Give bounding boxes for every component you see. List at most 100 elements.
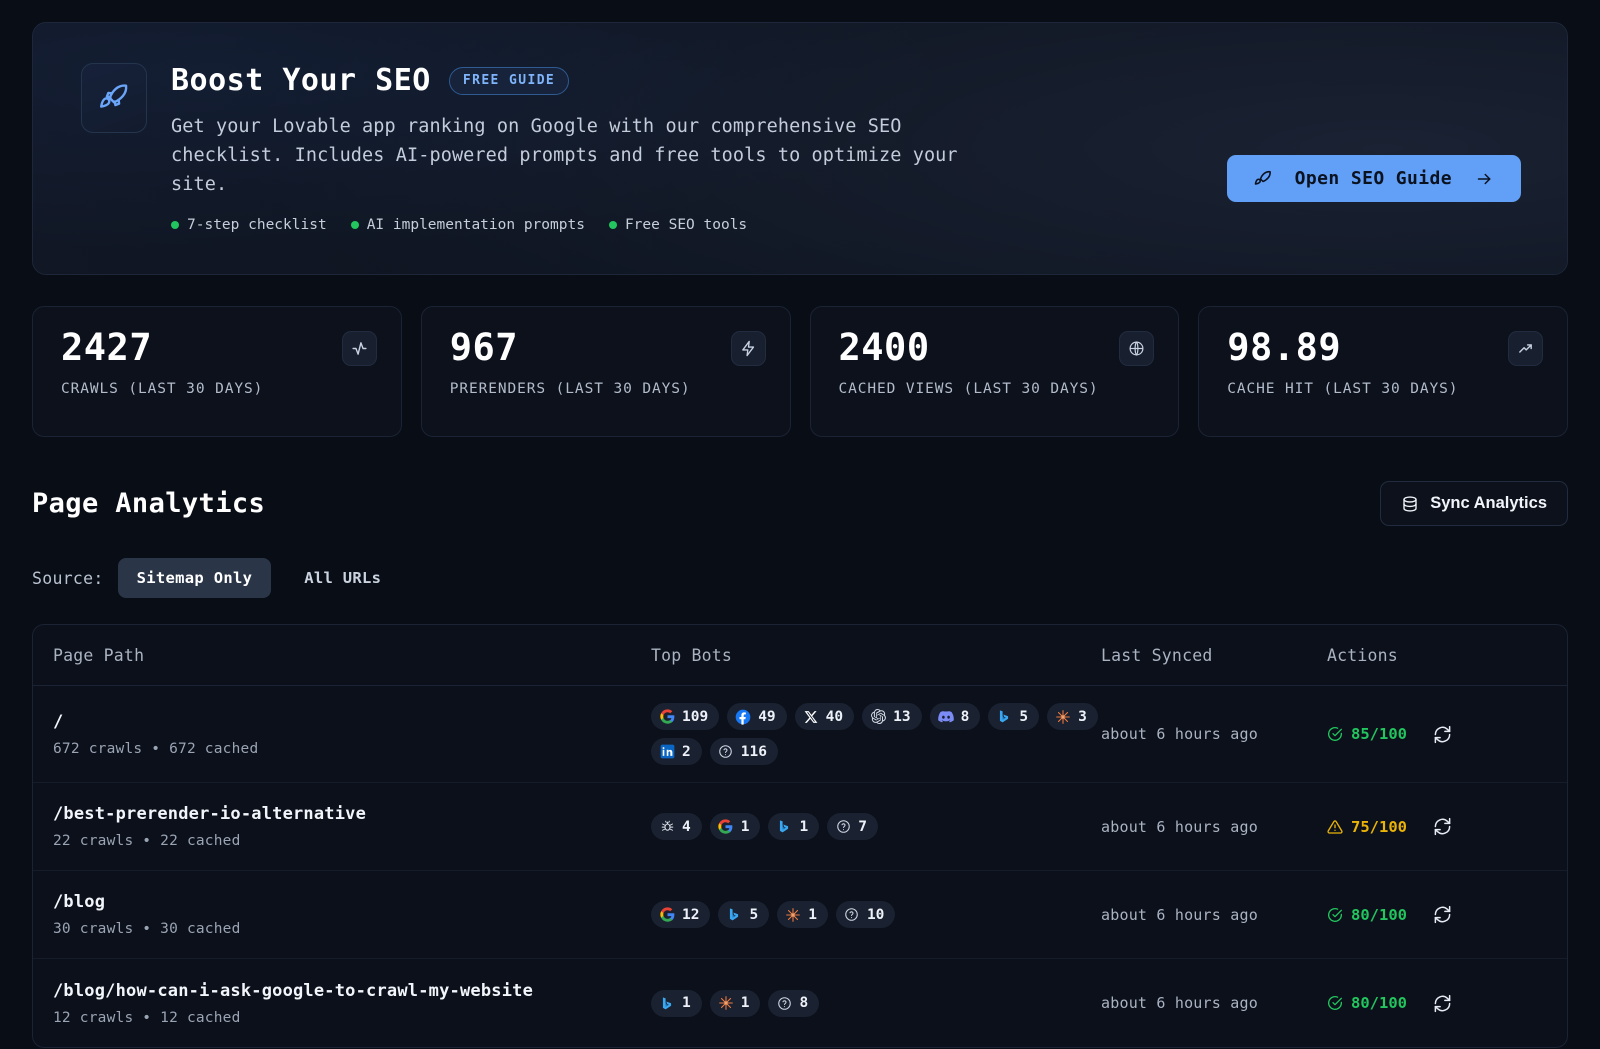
stat-card-crawls: 2427 CRAWLS (LAST 30 DAYS) [32, 306, 402, 437]
perplexity-icon [718, 995, 734, 1011]
bot-count: 4 [682, 818, 691, 835]
refresh-icon[interactable] [1433, 905, 1452, 924]
unknown-icon [718, 744, 734, 760]
cell-page-path: /blog 30 crawls • 30 cached [53, 892, 651, 937]
bot-count: 49 [758, 708, 776, 725]
cell-actions: 75/100 [1327, 817, 1547, 836]
cell-actions: 80/100 [1327, 994, 1547, 1013]
bot-count: 1 [740, 818, 750, 835]
stat-value: 967 [449, 326, 519, 369]
database-icon [1401, 495, 1419, 513]
column-header-top-bots: Top Bots [651, 645, 733, 665]
bot-badge-list: 109 49 40 13 8 5 3 2 116 [651, 703, 1101, 765]
sync-analytics-button[interactable]: Sync Analytics [1380, 481, 1568, 526]
perplexity-icon [785, 907, 801, 923]
list-item: Free SEO tools [608, 217, 748, 233]
stats-row: 2427 CRAWLS (LAST 30 DAYS) 967 PRERENDER… [32, 306, 1568, 437]
google-icon [659, 907, 675, 923]
sync-analytics-label: Sync Analytics [1430, 494, 1547, 512]
unknown-icon [844, 907, 860, 923]
refresh-icon[interactable] [1433, 994, 1452, 1013]
rocket-icon [81, 63, 147, 133]
seo-score-badge: 85/100 [1327, 725, 1407, 743]
rocket-icon [1253, 169, 1273, 189]
feature-label: Free SEO tools [624, 217, 748, 233]
source-tab-sitemap-only[interactable]: Sitemap Only [117, 558, 272, 598]
seo-score-badge: 75/100 [1327, 818, 1407, 836]
refresh-icon[interactable] [1433, 817, 1452, 836]
bot-badge-facebook: 49 [727, 703, 787, 730]
column-header-actions: Actions [1327, 645, 1398, 665]
bot-badge-openai: 13 [862, 703, 922, 730]
bot-badge-list: 1 1 8 [651, 989, 1101, 1017]
page-path-link[interactable]: /best-prerender-io-alternative [53, 804, 367, 824]
trending-up-icon [1508, 331, 1543, 366]
list-item: AI implementation prompts [350, 217, 585, 233]
bot-badge-discord: 8 [929, 703, 981, 730]
bot-count: 116 [740, 743, 767, 760]
cell-last-synced: about 6 hours ago [1101, 817, 1258, 836]
bot-count: 13 [893, 708, 911, 725]
cell-top-bots: 12 5 1 10 [651, 901, 1101, 928]
table-header-row: Page Path Top Bots Last Synced Actions [33, 625, 1567, 686]
source-label: Source: [32, 568, 104, 588]
stat-label: CACHED VIEWS (LAST 30 DAYS) [838, 380, 1099, 397]
analytics-page: Boost Your SEO FREE GUIDE Get your Lovab… [0, 22, 1600, 1049]
seo-score-badge: 80/100 [1327, 906, 1407, 924]
refresh-icon[interactable] [1433, 725, 1452, 744]
seo-score-value: 75/100 [1351, 817, 1407, 836]
cell-page-path: /blog/how-can-i-ask-google-to-crawl-my-w… [53, 981, 651, 1026]
page-path-link[interactable]: / [53, 711, 64, 732]
globe-icon [1119, 331, 1155, 366]
perplexity-icon [1055, 709, 1071, 725]
cell-last-synced: about 6 hours ago [1101, 905, 1258, 924]
bot-count: 10 [866, 906, 885, 923]
source-filter-row: Source: Sitemap Only All URLs [32, 558, 1568, 598]
page-path-link[interactable]: /blog [53, 892, 106, 912]
bot-badge-google: 1 [709, 813, 761, 840]
bot-badge-bing: 1 [768, 813, 820, 840]
cell-last-synced: about 6 hours ago [1101, 725, 1258, 743]
page-path-link[interactable]: /blog/how-can-i-ask-google-to-crawl-my-w… [53, 980, 534, 1001]
stat-value: 98.89 [1227, 326, 1342, 369]
unknown-icon [776, 995, 792, 1011]
source-tab-all-urls[interactable]: All URLs [285, 558, 400, 598]
bot-badge-bing: 1 [651, 989, 702, 1017]
bot-badge-perplexity: 1 [709, 989, 761, 1017]
warning-icon [1327, 819, 1343, 835]
stat-value: 2400 [838, 326, 930, 369]
cell-page-path: / 672 crawls • 672 cached [53, 712, 651, 757]
cta-label: Open SEO Guide [1294, 168, 1452, 189]
open-seo-guide-button[interactable]: Open SEO Guide [1226, 155, 1521, 202]
bot-badge-bing: 5 [718, 901, 770, 928]
bot-count: 109 [682, 708, 709, 725]
cell-last-synced: about 6 hours ago [1101, 994, 1258, 1012]
x-twitter-icon [803, 709, 819, 725]
table-row: / 672 crawls • 672 cached 109 49 40 13 8 5 3 2 116… [33, 686, 1567, 783]
bot-badge-x-twitter: 40 [794, 703, 855, 730]
bot-count: 1 [808, 906, 817, 923]
bullet-dot-icon [608, 221, 617, 229]
check-circle-icon [1327, 726, 1343, 742]
bullet-dot-icon [171, 221, 179, 229]
bot-count: 40 [825, 708, 844, 725]
openai-icon [870, 709, 886, 725]
feature-label: AI implementation prompts [366, 217, 585, 233]
page-analytics-table: Page Path Top Bots Last Synced Actions /… [32, 624, 1568, 1048]
seo-promo-banner: Boost Your SEO FREE GUIDE Get your Lovab… [32, 22, 1568, 275]
bing-icon [659, 995, 675, 1011]
stat-label: CACHE HIT (LAST 30 DAYS) [1227, 380, 1459, 397]
google-icon [659, 709, 675, 725]
table-body: / 672 crawls • 672 cached 109 49 40 13 8 5 3 2 116… [33, 686, 1567, 1047]
seo-score-value: 80/100 [1351, 994, 1407, 1012]
stat-value: 2427 [61, 326, 153, 369]
bot-count: 1 [740, 995, 750, 1011]
bing-icon [996, 709, 1012, 725]
page-crawl-meta: 22 crawls • 22 cached [53, 833, 241, 849]
bot-badge-google: 12 [651, 901, 711, 928]
column-header-page-path: Page Path [53, 645, 145, 665]
bot-badge-list: 12 5 1 10 [651, 901, 1101, 928]
bot-badge-linkedin: 2 [651, 738, 702, 765]
crawler-icon [659, 819, 675, 835]
bolt-icon [730, 331, 766, 366]
